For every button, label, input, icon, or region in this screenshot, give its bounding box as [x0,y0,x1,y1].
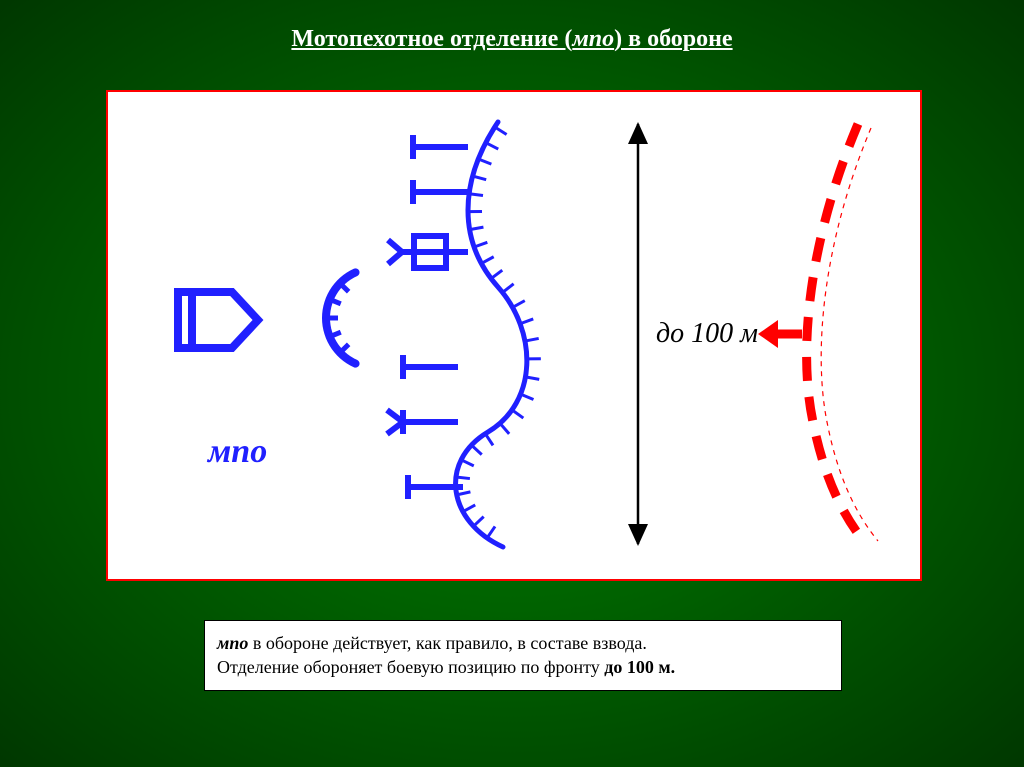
trench-tick [461,460,474,466]
slide: Мотопехотное отделение (мпо) в обороне м… [0,0,1024,767]
title-suffix: ) в обороне [614,26,732,52]
soldier-position [413,135,468,159]
caption-line1: мпо в обороне действует, как правило, в … [217,631,829,655]
slide-title: Мотопехотное отделение (мпо) в обороне [0,26,1024,53]
fire-arc-tick [340,283,349,291]
dimension-arrow-bottom [628,524,648,546]
trench-tick [456,477,470,479]
caption-mpo: мпо [217,633,248,653]
dimension-label: до 100 м [656,318,758,349]
trench-tick [485,434,493,446]
title-ital: мпо [572,26,614,52]
trench-tick [473,176,487,180]
caption-l1-rest: в обороне действует, как правило, в сост… [248,633,647,653]
enemy-front-line [807,124,866,544]
trench-tick [521,394,534,399]
trench-tick [471,445,481,455]
trench-tick [513,301,525,308]
trench-tick [473,517,483,527]
trench-tick [491,270,502,278]
trench-tick [520,319,533,324]
trench-tick [463,505,475,512]
trench-tick [469,194,483,196]
trench-tick [486,143,498,149]
caption-l2-b: до 100 м. [604,657,675,677]
trench-tick [487,526,495,538]
trench-tick [474,242,487,247]
soldier-position [413,180,468,204]
trench-tick [503,284,514,293]
trench-tick [481,257,493,264]
tactical-diagram: мпо до 100 м [108,92,920,579]
caption-l2-pre: Отделение обороняет боевую позицию по фр… [217,657,604,677]
diagram-frame: мпо до 100 м [106,90,922,581]
mg-position [388,236,468,268]
fire-arc-tick [340,344,349,352]
trench-tick [500,423,509,434]
title-prefix: Мотопехотное отделение ( [291,26,572,52]
caption-box: мпо в обороне действует, как правило, в … [204,620,842,691]
caption-line2: Отделение обороняет боевую позицию по фр… [217,655,829,679]
grenadier-position [387,410,458,434]
mpo-label: мпо [206,433,267,470]
soldier-position [403,355,458,379]
trench-line [456,122,527,547]
dimension-arrow-top [628,122,648,144]
trench-tick [478,159,491,164]
enemy-arrow-head [758,320,778,348]
trench-tick [512,410,523,418]
trench-tick [495,127,507,134]
